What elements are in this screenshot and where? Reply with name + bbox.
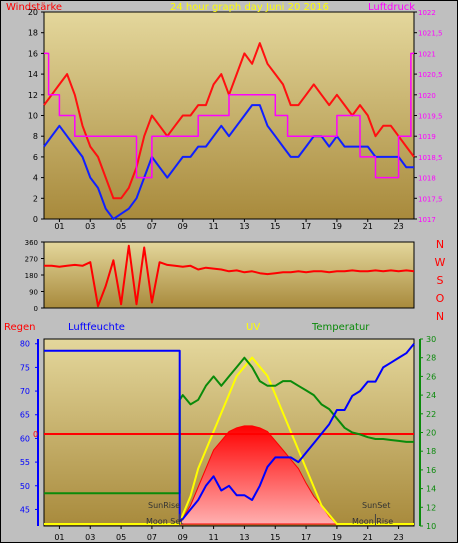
wind-y-tick-label: 4 (33, 174, 38, 183)
pressure-y-tick-label: 1020 (418, 92, 436, 100)
humidity-y-tick-label: 60 (20, 434, 30, 443)
lower-x-tick-label: 21 (363, 533, 373, 542)
pressure-y-tick-label: 1021,5 (418, 30, 443, 38)
wind-x-tick-label: 15 (270, 222, 280, 231)
humidity-y-tick-label: 55 (20, 458, 30, 467)
direction-y-tick-label: 360 (25, 239, 38, 247)
direction-y-tick-label: 90 (29, 289, 38, 297)
wind-x-tick-label: 01 (54, 222, 64, 231)
moonrise-label: Moon Rise (352, 517, 393, 526)
wind-y-tick-label: 8 (33, 132, 38, 141)
direction-plot-area (43, 241, 415, 309)
pressure-y-tick-label: 1020,5 (418, 71, 443, 79)
wind-x-tick-label: 03 (85, 222, 95, 231)
lower-x-tick-label: 09 (178, 533, 188, 542)
wind-x-tick-label: 23 (393, 222, 403, 231)
lower-x-tick-label: 17 (301, 533, 311, 542)
pressure-y-tick-label: 1019 (418, 133, 436, 141)
lower-x-tick-label: 19 (332, 533, 342, 542)
sunrise-label: SunRise (148, 501, 180, 510)
pressure-y-tick-label: 1019,5 (418, 113, 443, 121)
pressure-y-tick-label: 1022 (418, 9, 436, 17)
compass-letter: O (436, 292, 445, 305)
wind-y-tick-label: 16 (28, 49, 38, 58)
wind-y-tick-label: 2 (33, 194, 38, 203)
wind-average-line (43, 104, 414, 220)
compass-letter: N (436, 238, 444, 251)
lower-x-tick-label: 11 (208, 533, 218, 542)
wind-y-tick-label: 14 (28, 70, 38, 79)
pressure-y-tick-label: 1018 (418, 175, 436, 183)
temperature-y-tick-label: 16 (426, 466, 436, 475)
temperature-y-tick-label: 20 (426, 429, 436, 438)
humidity-label: Luftfeuchte (68, 322, 125, 333)
wind-x-tick-label: 19 (332, 222, 342, 231)
temperature-y-tick-label: 24 (426, 391, 436, 400)
lower-x-tick-label: 03 (85, 533, 95, 542)
temperature-y-tick-label: 12 (426, 503, 436, 512)
wind-y-tick-label: 6 (33, 153, 38, 162)
temperature-y-tick-label: 18 (426, 447, 436, 456)
lower-x-tick-label: 07 (147, 533, 157, 542)
humidity-y-tick-label: 45 (20, 505, 30, 514)
wind-y-tick-label: 12 (28, 91, 38, 100)
chart-title: 24 hour graph day Juni 20 2016 (170, 2, 329, 13)
humidity-y-tick-label: 75 (20, 363, 30, 372)
wind-x-tick-label: 11 (208, 222, 218, 231)
wind-y-tick-label: 10 (28, 112, 38, 121)
temperature-y-tick-label: 26 (426, 372, 436, 381)
pressure-y-tick-label: 1017 (418, 216, 436, 224)
wind-x-tick-label: 07 (147, 222, 157, 231)
direction-y-tick-label: 270 (25, 256, 38, 264)
temperature-y-tick-label: 28 (426, 354, 436, 363)
wind-x-tick-label: 13 (239, 222, 249, 231)
uv-label: UV (246, 322, 260, 333)
pressure-y-tick-label: 1017,5 (418, 195, 443, 203)
wind-x-tick-label: 17 (301, 222, 311, 231)
sunset-label: SunSet (362, 501, 390, 510)
rain-zero-label: 0 (33, 430, 38, 439)
humidity-line (44, 343, 415, 523)
lower-x-tick-label: 05 (116, 533, 126, 542)
wind-x-tick-label: 09 (178, 222, 188, 231)
lower-x-tick-label: 23 (393, 533, 403, 542)
wind-direction-line (44, 244, 415, 308)
uv-line (44, 356, 414, 525)
compass-letter: N (436, 310, 444, 323)
humidity-y-tick-label: 70 (20, 387, 30, 396)
moonset-label: Moon Set (146, 517, 183, 526)
direction-y-tick-label: 180 (25, 272, 38, 280)
wind-y-tick-label: 18 (28, 29, 38, 38)
pressure-y-tick-label: 1021 (418, 50, 436, 58)
temperature-y-tick-label: 10 (426, 522, 436, 531)
compass-letter: S (437, 274, 444, 287)
pressure-y-tick-label: 1018,5 (418, 154, 443, 162)
chart-layer: 0246810121416182010171017,510181018,5101… (20, 8, 443, 542)
rain-label: Regen (4, 322, 36, 333)
lower-x-tick-label: 13 (239, 533, 249, 542)
lower-x-tick-label: 15 (270, 533, 280, 542)
compass-letter: W (435, 256, 446, 269)
humidity-y-tick-label: 80 (20, 340, 30, 349)
direction-y-tick-label: 0 (34, 305, 38, 313)
wind-x-tick-label: 21 (363, 222, 373, 231)
humidity-y-tick-label: 65 (20, 411, 30, 420)
pressure-axis-title: Luftdruck (368, 2, 415, 13)
temperature-y-tick-label: 30 (426, 335, 436, 344)
temperature-y-tick-label: 14 (426, 485, 436, 494)
wind-axis-title: Windstärke (6, 2, 62, 13)
wind-x-tick-label: 05 (116, 222, 126, 231)
temperature-line (44, 356, 414, 495)
lower-x-tick-label: 01 (54, 533, 64, 542)
wind-y-tick-label: 0 (33, 215, 38, 224)
humidity-y-tick-label: 50 (20, 482, 30, 491)
temperature-y-tick-label: 22 (426, 410, 436, 419)
temperature-label: Temperatur (311, 322, 370, 333)
wind-y-tick-label: 20 (28, 8, 38, 17)
pressure-line (44, 52, 414, 179)
